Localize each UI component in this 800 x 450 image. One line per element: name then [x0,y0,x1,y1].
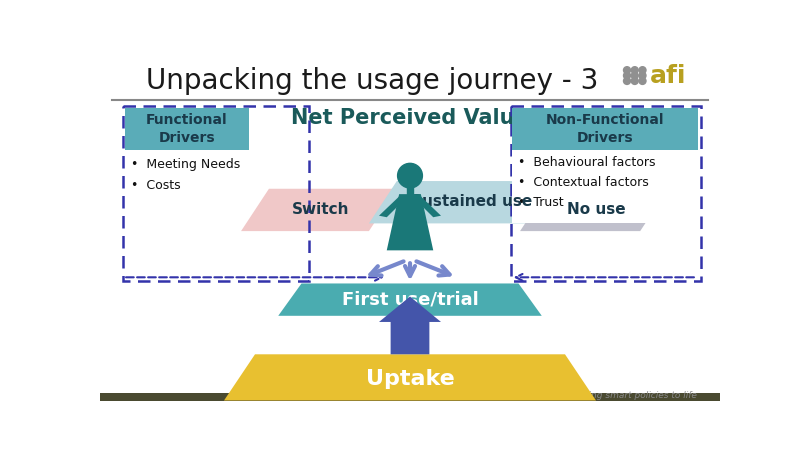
Text: No use: No use [566,202,626,217]
Text: •  Contextual factors: • Contextual factors [518,176,650,189]
Polygon shape [278,284,542,316]
Polygon shape [379,197,402,217]
Polygon shape [369,181,556,223]
Text: afi: afi [650,63,686,88]
Circle shape [623,77,630,85]
Text: Uptake: Uptake [366,369,454,389]
Circle shape [639,67,646,74]
FancyBboxPatch shape [125,150,249,212]
Polygon shape [224,354,596,400]
Text: •  Trust: • Trust [518,196,564,209]
Polygon shape [520,189,668,231]
Circle shape [631,72,638,79]
Text: First use/trial: First use/trial [342,291,478,309]
Text: Sustained use: Sustained use [411,194,533,209]
FancyBboxPatch shape [512,108,698,150]
FancyBboxPatch shape [512,150,698,223]
Polygon shape [241,189,397,231]
Circle shape [623,72,630,79]
FancyBboxPatch shape [100,393,720,401]
Text: Unpacking the usage journey - 3: Unpacking the usage journey - 3 [146,67,599,95]
Text: Switch: Switch [292,202,350,217]
Text: •  Behavioural factors: • Behavioural factors [518,156,656,169]
Text: Net Perceived Value: Net Perceived Value [291,108,529,128]
Circle shape [639,72,646,79]
Text: •  Meeting Needs: • Meeting Needs [131,158,240,171]
Circle shape [631,67,638,74]
Circle shape [631,77,638,85]
Text: Functional
Drivers: Functional Drivers [146,113,228,145]
FancyBboxPatch shape [125,108,249,150]
Circle shape [623,67,630,74]
Circle shape [398,163,422,188]
Polygon shape [379,297,441,354]
Text: •  Costs: • Costs [131,179,181,192]
Circle shape [639,77,646,85]
Bar [407,186,413,194]
Polygon shape [418,197,441,217]
Text: bringing smart policies to life: bringing smart policies to life [565,392,697,400]
Polygon shape [386,194,434,250]
Text: Non-Functional
Drivers: Non-Functional Drivers [546,113,665,145]
